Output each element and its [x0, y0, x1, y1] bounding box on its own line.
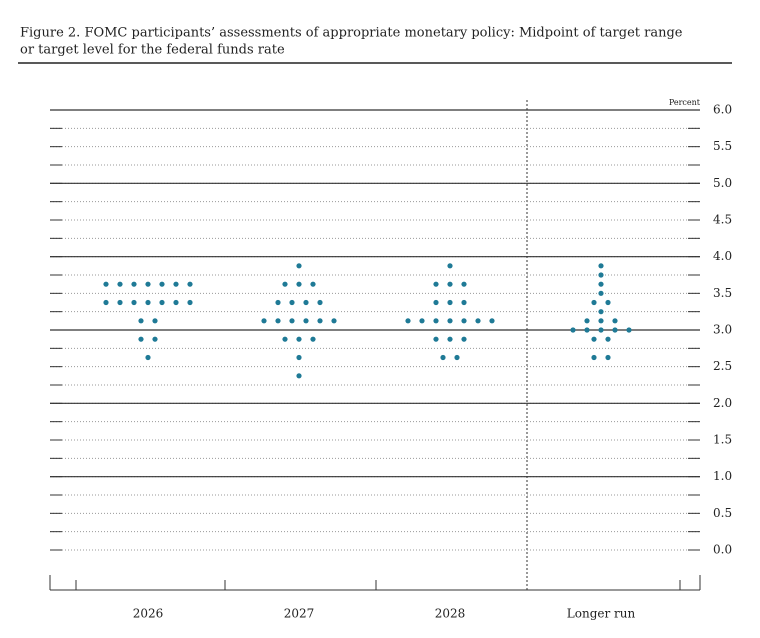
dot	[145, 354, 151, 361]
dot	[419, 318, 425, 324]
dot	[131, 281, 137, 287]
dot	[447, 281, 453, 287]
dot	[317, 318, 323, 324]
dot	[138, 336, 144, 342]
y-tick-label: 2.5	[713, 359, 732, 373]
dot	[598, 290, 604, 296]
dot	[145, 299, 151, 306]
dot	[173, 281, 179, 287]
dot	[489, 318, 495, 324]
dot	[598, 309, 604, 315]
dot	[303, 299, 309, 306]
y-tick-label: 5.5	[713, 139, 732, 153]
dot	[289, 318, 295, 324]
dot	[159, 299, 165, 306]
dot	[296, 263, 302, 269]
dot	[461, 318, 467, 324]
y-tick-label: 1.0	[713, 469, 732, 483]
dot	[173, 299, 179, 306]
dot	[447, 336, 453, 342]
dot	[447, 263, 453, 269]
dot	[584, 318, 590, 324]
dot	[275, 299, 281, 306]
dot	[103, 299, 109, 306]
dot	[152, 318, 158, 324]
dot	[296, 354, 302, 361]
dot	[591, 299, 597, 306]
dot	[296, 373, 302, 379]
dot	[598, 263, 604, 269]
dot	[159, 281, 165, 287]
dot	[612, 327, 618, 333]
x-tick-label: 2027	[284, 607, 315, 621]
dot	[433, 318, 439, 324]
dot	[296, 281, 302, 287]
dot	[605, 354, 611, 361]
x-tick-label: 2028	[435, 607, 466, 621]
dot	[282, 281, 288, 287]
dot	[447, 318, 453, 324]
dot	[103, 281, 109, 287]
dot	[187, 299, 193, 306]
dot	[261, 318, 267, 324]
y-tick-label: 5.0	[713, 176, 732, 190]
dot	[117, 299, 123, 306]
dot	[117, 281, 123, 287]
dot	[591, 336, 597, 342]
dot	[310, 336, 316, 342]
dot	[454, 354, 460, 361]
dot	[275, 318, 281, 324]
dot	[475, 318, 481, 324]
y-tick-label: 0.5	[713, 506, 732, 520]
dot	[605, 299, 611, 306]
y-unit-label: Percent	[669, 98, 701, 107]
y-tick-label: 4.0	[713, 249, 732, 263]
dot	[433, 299, 439, 306]
dot	[145, 281, 151, 287]
dot	[317, 299, 323, 306]
dot	[598, 272, 604, 278]
y-tick-label: 0.0	[713, 543, 732, 557]
dot	[138, 318, 144, 324]
dot	[296, 336, 302, 342]
dot	[433, 336, 439, 342]
dot	[303, 318, 309, 324]
dot	[282, 336, 288, 342]
dot	[331, 318, 337, 324]
dot	[405, 318, 411, 324]
x-tick-label: Longer run	[567, 607, 636, 621]
dot	[598, 281, 604, 287]
dot	[187, 281, 193, 287]
x-tick-label: 2026	[133, 607, 164, 621]
y-tick-label: 6.0	[713, 103, 732, 117]
dot	[461, 281, 467, 287]
y-tick-label: 4.5	[713, 213, 732, 227]
y-tick-label: 2.0	[713, 396, 732, 410]
dot	[447, 299, 453, 306]
dot	[461, 299, 467, 306]
dot	[605, 336, 611, 342]
y-tick-label: 3.5	[713, 286, 732, 300]
dot	[598, 327, 604, 333]
dot	[612, 318, 618, 324]
chart-title: Figure 2. FOMC participants’ assessments…	[20, 26, 683, 41]
dot	[626, 327, 632, 333]
y-tick-label: 1.5	[713, 433, 732, 447]
y-tick-label: 3.0	[713, 323, 732, 337]
dot	[310, 281, 316, 287]
dot	[598, 318, 604, 324]
dot	[289, 299, 295, 306]
dot	[433, 281, 439, 287]
dot	[584, 327, 590, 333]
dot	[152, 336, 158, 342]
chart-title-line2: or target level for the federal funds ra…	[20, 43, 285, 58]
dot	[570, 327, 576, 333]
dot	[440, 354, 446, 361]
dot	[461, 336, 467, 342]
dot	[131, 299, 137, 306]
dot	[591, 354, 597, 361]
